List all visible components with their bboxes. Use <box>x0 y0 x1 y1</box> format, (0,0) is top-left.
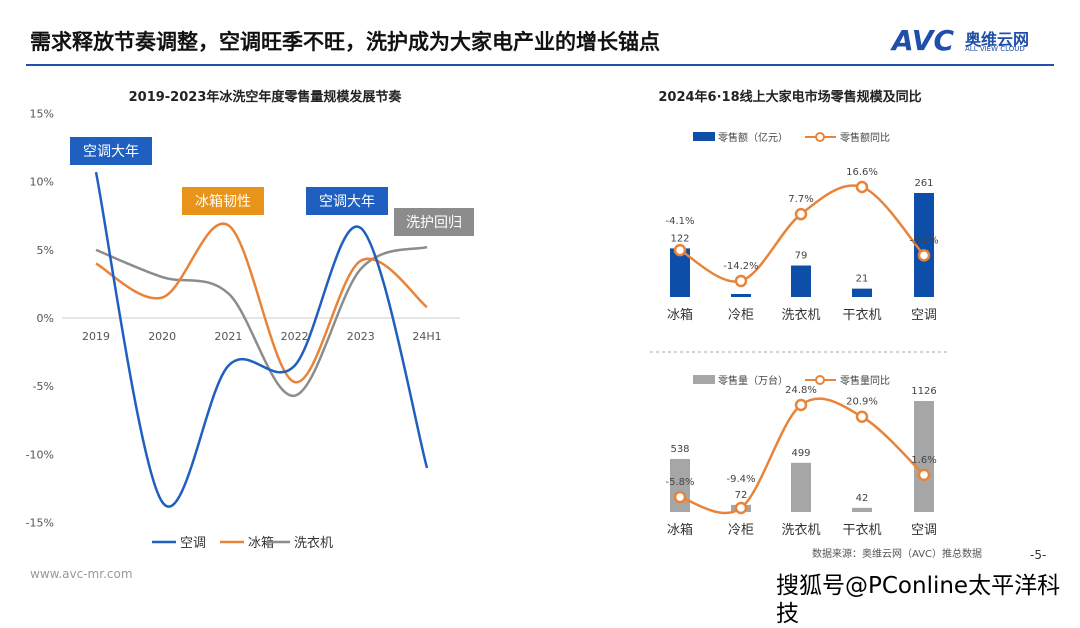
annotation-label: 冰箱韧性 <box>195 194 251 210</box>
yoy-label: 1.6% <box>911 455 936 466</box>
annotation-label: 空调大年 <box>319 194 375 210</box>
x-tick-label: 洗衣机 <box>781 307 820 323</box>
y-tick-label: -10% <box>26 448 54 461</box>
bar-label: 42 <box>856 493 869 504</box>
y-tick-label: 15% <box>30 108 54 121</box>
bar-label: 499 <box>791 448 810 459</box>
x-tick-label: 冷柜 <box>728 308 754 323</box>
bar-label: 79 <box>795 251 808 262</box>
chart-title: 2019-2023年冰洗空年度零售量规模发展节奏 <box>129 89 403 105</box>
bar <box>731 294 751 297</box>
x-tick-label: 2022 <box>281 330 309 343</box>
chart-title: 2024年6·18线上大家电市场零售规模及同比 <box>658 89 921 105</box>
bar-label: 261 <box>914 178 933 189</box>
x-tick-label: 2023 <box>347 330 375 343</box>
yoy-label: 16.6% <box>846 167 878 178</box>
x-tick-label: 冰箱 <box>667 307 693 323</box>
x-tick-label: 干衣机 <box>842 522 881 538</box>
page-title: 需求释放节奏调整，空调旺季不旺，洗护成为大家电产业的增长锚点 <box>30 30 660 54</box>
yoy-marker <box>794 398 808 412</box>
legend-marker <box>815 132 825 142</box>
yoy-marker <box>673 243 687 257</box>
legend-swatch <box>693 132 715 141</box>
site-url: www.avc-mr.com <box>30 567 133 581</box>
x-tick-label: 干衣机 <box>842 307 881 323</box>
logo-en: ALL VIEW CLOUD <box>965 45 1025 53</box>
bar-label: 72 <box>735 490 748 501</box>
bar <box>852 507 872 512</box>
data-source: 数据来源：奥维云网（AVC）推总数据 <box>812 549 983 560</box>
annotation-label: 洗护回归 <box>406 214 462 231</box>
bar <box>914 193 934 297</box>
y-tick-label: 5% <box>37 244 54 257</box>
yoy-marker <box>855 410 869 423</box>
annotation-label: 空调大年 <box>83 144 139 160</box>
yoy-label: 7.7% <box>788 194 813 205</box>
yoy-marker <box>917 468 931 482</box>
legend-label: 空调 <box>180 536 206 551</box>
x-tick-label: 2019 <box>82 330 110 343</box>
yoy-label: 20.9% <box>846 397 878 408</box>
page-number: -5- <box>1030 548 1047 562</box>
yoy-marker <box>734 501 748 515</box>
series-line-冰箱 <box>95 222 428 384</box>
annotation-box <box>394 208 474 236</box>
yoy-label: -9.4% <box>726 474 755 485</box>
y-tick-label: 0% <box>37 312 54 325</box>
legend-label: 零售量同比 <box>840 374 890 387</box>
bar <box>852 288 872 297</box>
yoy-marker <box>673 490 687 504</box>
x-tick-label: 冰箱 <box>667 522 693 538</box>
charts: 2019-2023年冰洗空年度零售量规模发展节奏 15% 10% 5% 0% -5% -10… <box>26 89 950 551</box>
bar <box>670 248 690 297</box>
bar <box>791 265 811 297</box>
x-tick-label: 空调 <box>911 523 937 538</box>
legend-marker <box>815 375 825 385</box>
legend-label: 冰箱 <box>248 535 274 551</box>
header-rule <box>26 64 1054 66</box>
yoy-marker <box>794 207 808 221</box>
legend-label: 零售额（亿元） <box>718 131 788 144</box>
x-tick-label: 24H1 <box>412 330 441 343</box>
annotation-box <box>306 187 388 215</box>
x-tick-label: 空调 <box>911 308 937 323</box>
avc-logo: AVC <box>892 24 954 57</box>
bar-label: 21 <box>856 274 869 285</box>
yoy-label: 24.8% <box>785 385 817 396</box>
x-tick-label: 2021 <box>214 330 242 343</box>
logo-cn: 奥维云网 <box>965 30 1030 49</box>
watermark-text: 搜狐号@PConline太平洋科技 <box>776 573 1061 627</box>
y-tick-label: -5% <box>33 380 54 393</box>
x-tick-label: 洗衣机 <box>781 522 820 538</box>
legend-label: 零售量（万台） <box>718 374 788 387</box>
annotation-box <box>70 137 152 165</box>
yoy-label: -14.2% <box>723 261 758 272</box>
yoy-label: -5.8% <box>665 477 694 488</box>
bar <box>914 401 934 512</box>
series-line-洗衣机 <box>95 245 428 397</box>
bar-label: 538 <box>670 444 689 455</box>
yoy-marker <box>734 274 748 288</box>
yoy-label: -5.8% <box>909 235 938 246</box>
yoy-marker <box>917 249 931 262</box>
annotation-box <box>182 187 264 215</box>
yoy-marker <box>855 180 869 194</box>
bar <box>791 462 811 512</box>
series-line-空调 <box>94 171 429 508</box>
bar-label: 1126 <box>911 386 936 397</box>
y-tick-label: -15% <box>26 516 54 529</box>
x-tick-label: 2020 <box>148 330 176 343</box>
legend-label: 洗衣机 <box>294 535 333 551</box>
legend-label: 零售额同比 <box>840 131 890 144</box>
bar-label: 122 <box>670 233 689 244</box>
y-tick-label: 10% <box>30 176 54 189</box>
legend-swatch <box>693 375 715 384</box>
yoy-label: -4.1% <box>665 216 694 227</box>
x-tick-label: 冷柜 <box>728 523 754 538</box>
